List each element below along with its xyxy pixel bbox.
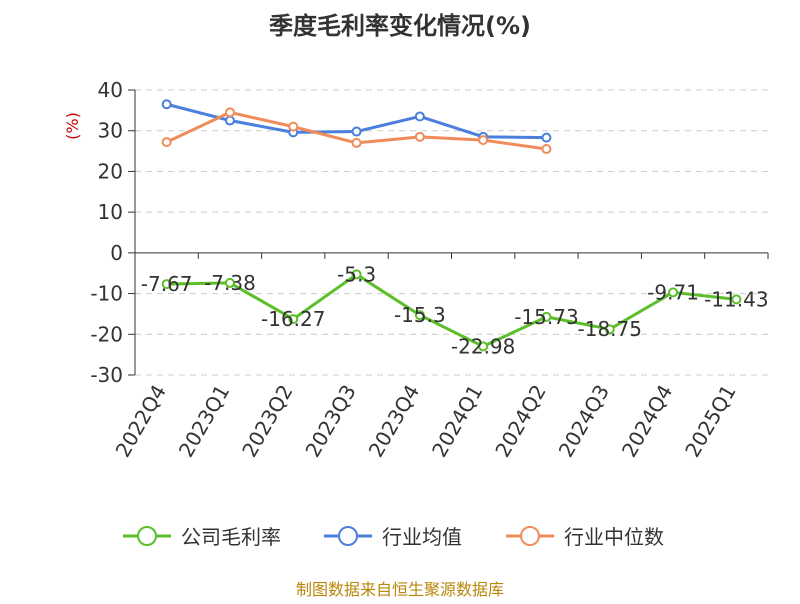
series-point-0 (224, 277, 235, 288)
series-point-0 (161, 279, 172, 290)
data-label: -7.38 (204, 271, 256, 295)
x-tick-label: 2022Q4 (111, 381, 171, 462)
series-line-0 (166, 272, 737, 348)
data-label: -15.3 (394, 303, 446, 327)
x-tick-label: 2023Q4 (364, 381, 424, 462)
series-point-1 (541, 132, 552, 143)
data-label: -5.3 (337, 262, 376, 286)
series-point-1 (161, 99, 172, 110)
series-point-1 (414, 111, 425, 122)
y-tick-label: 20 (98, 159, 123, 183)
y-tick-label: 40 (98, 78, 123, 102)
series-point-2 (224, 107, 235, 118)
legend-item-1: 行业均值 (324, 525, 462, 549)
series-point-0 (288, 314, 299, 325)
series-point-0 (414, 310, 425, 321)
data-label: -16.27 (261, 307, 325, 331)
data-label: -22.98 (451, 334, 515, 358)
legend: 公司毛利率 行业均值 行业中位数 (123, 525, 664, 549)
x-tick-label: 2025Q1 (680, 381, 740, 462)
series-point-2 (478, 135, 489, 146)
data-labels: -7.67 -7.38-16.27 -5.3 -15.3-22.98 -15.73-18… (141, 262, 769, 358)
x-tick-label: 2024Q3 (554, 381, 614, 462)
series-point-0 (351, 269, 362, 280)
legend-item-2: 行业中位数 (506, 525, 664, 549)
legend-marker (137, 526, 157, 546)
x-tick-label: 2024Q1 (427, 381, 487, 462)
y-tick-label: 10 (98, 200, 123, 224)
series-point-0 (668, 287, 679, 298)
series-point-1 (351, 126, 362, 137)
series-point-1 (224, 115, 235, 126)
data-label: -9.71 (647, 280, 699, 304)
series-point-2 (541, 144, 552, 155)
series-point-2 (414, 131, 425, 142)
legend-marker (520, 526, 540, 546)
y-tick-label: -10 (90, 282, 123, 306)
x-tick-label: 2024Q2 (490, 381, 550, 462)
data-label: -11.43 (704, 287, 768, 311)
data-label: -15.73 (514, 305, 578, 329)
x-tick-label: 2023Q1 (174, 381, 234, 462)
y-tick-label: -20 (90, 322, 123, 346)
y-tick-label: 0 (110, 241, 123, 265)
series-point-0 (604, 324, 615, 335)
legend-label: 行业中位数 (564, 525, 664, 549)
legend-label: 行业均值 (382, 525, 462, 549)
series-point-0 (541, 311, 552, 322)
legend-item-0: 公司毛利率 (123, 525, 281, 549)
data-label: -7.67 (141, 272, 193, 296)
source-note: 制图数据来自恒生聚源数据库 (296, 580, 504, 599)
series-point-2 (351, 137, 362, 148)
series-point-2 (161, 137, 172, 148)
x-tick-label: 2024Q4 (617, 381, 677, 462)
y-tick-label: 30 (98, 119, 123, 143)
series-layer (161, 99, 742, 352)
x-tick-label: 2023Q2 (237, 381, 297, 462)
series-point-2 (288, 121, 299, 132)
x-tick-label: 2023Q3 (300, 381, 360, 462)
legend-label: 公司毛利率 (181, 525, 281, 549)
data-label: -18.75 (578, 317, 642, 341)
series-point-0 (731, 294, 742, 305)
y-axis-unit-label: (%) (63, 112, 82, 140)
chart-title: 季度毛利率变化情况(%) (269, 12, 531, 40)
series-point-0 (478, 341, 489, 352)
legend-marker (338, 526, 358, 546)
y-tick-label: -30 (90, 363, 123, 387)
